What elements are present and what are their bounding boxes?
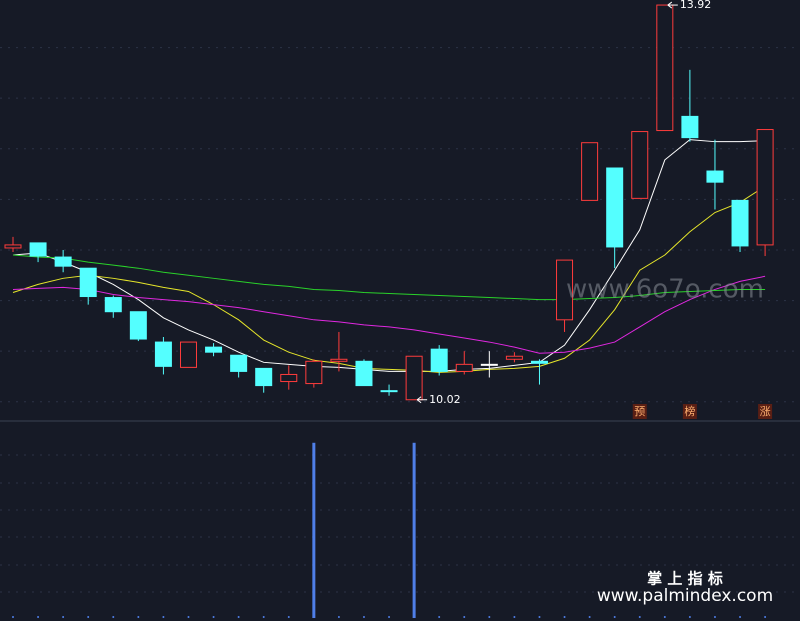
axis-dot: [362, 616, 365, 618]
axis-dot: [613, 616, 616, 618]
annotation-arrowhead: [416, 396, 422, 404]
axis-dot: [739, 616, 742, 618]
candle-body: [731, 199, 749, 247]
axis-dot: [137, 616, 140, 618]
indicator-bar: [312, 442, 316, 618]
signal-label: 涨: [760, 405, 771, 418]
axis-dot: [187, 616, 190, 618]
candle-body: [581, 142, 599, 201]
axis-dot: [688, 616, 691, 618]
candle-body: [330, 358, 348, 362]
ma-line: [12, 254, 766, 301]
max-label: 13.92: [680, 0, 712, 11]
candle-body: [4, 244, 22, 249]
ma-line: [12, 275, 766, 354]
candle-body: [656, 4, 674, 132]
candle-body: [54, 256, 72, 267]
candle-body: [129, 311, 147, 340]
axis-dot: [12, 616, 14, 618]
brand: 掌 上 指 标: [647, 570, 723, 588]
candle-body: [355, 360, 373, 387]
candle-body: [79, 267, 97, 298]
annotation-arrowhead: [667, 1, 673, 9]
axis-dot: [413, 616, 416, 618]
candle-body: [505, 355, 523, 360]
candle-body: [280, 373, 298, 383]
candle-body: [455, 363, 473, 372]
candle-body: [706, 170, 724, 183]
candle-body: [556, 259, 574, 321]
candle-body: [756, 129, 774, 246]
candle-body: [255, 367, 273, 387]
axis-dot: [538, 616, 541, 618]
axis-dot: [87, 616, 90, 618]
axis-dot: [764, 616, 767, 618]
candle-body: [205, 346, 223, 353]
candle-body: [606, 167, 624, 248]
axis-dot: [463, 616, 466, 618]
axis-dot: [713, 616, 716, 618]
brand-url: www.palmindex.com: [597, 586, 773, 606]
candle-body: [154, 341, 172, 367]
axis-dot: [438, 616, 441, 618]
signal-box: [758, 404, 773, 419]
axis-dot: [37, 616, 40, 618]
axis-dot: [563, 616, 566, 618]
axis-dot: [287, 616, 290, 618]
candle-body: [405, 355, 423, 401]
axis-dot: [388, 616, 391, 618]
ma-line: [12, 139, 766, 372]
axis-dot: [112, 616, 115, 618]
axis-dot: [663, 616, 666, 618]
signal-box: [682, 404, 697, 419]
candle-body: [530, 360, 548, 364]
axis-dot: [588, 616, 591, 618]
axis-dot: [62, 616, 65, 618]
indicator-bar: [412, 442, 416, 618]
axis-dot: [337, 616, 340, 618]
candle-body: [179, 341, 197, 368]
candle-body: [480, 363, 498, 366]
signal-label: 预: [634, 405, 645, 418]
axis-dot: [212, 616, 215, 618]
candle-body: [430, 348, 448, 372]
candle-body: [631, 131, 649, 199]
min-label: 10.02: [429, 393, 461, 406]
axis-dot: [488, 616, 491, 618]
axis-dot: [262, 616, 265, 618]
ma-line: [12, 185, 766, 373]
candle-body: [380, 390, 398, 393]
signal-box: [632, 404, 647, 419]
axis-dot: [513, 616, 516, 618]
candle-body: [305, 360, 323, 385]
candle-body: [681, 115, 699, 139]
candle-body: [29, 242, 47, 257]
axis-dot: [312, 616, 315, 618]
candle-body: [230, 354, 248, 372]
axis-dot: [162, 616, 165, 618]
candle-body: [104, 297, 122, 313]
watermark: www.6o7o.com: [566, 275, 764, 305]
axis-dot: [237, 616, 240, 618]
signal-label: 榜: [684, 404, 695, 418]
axis-dot: [638, 616, 641, 618]
